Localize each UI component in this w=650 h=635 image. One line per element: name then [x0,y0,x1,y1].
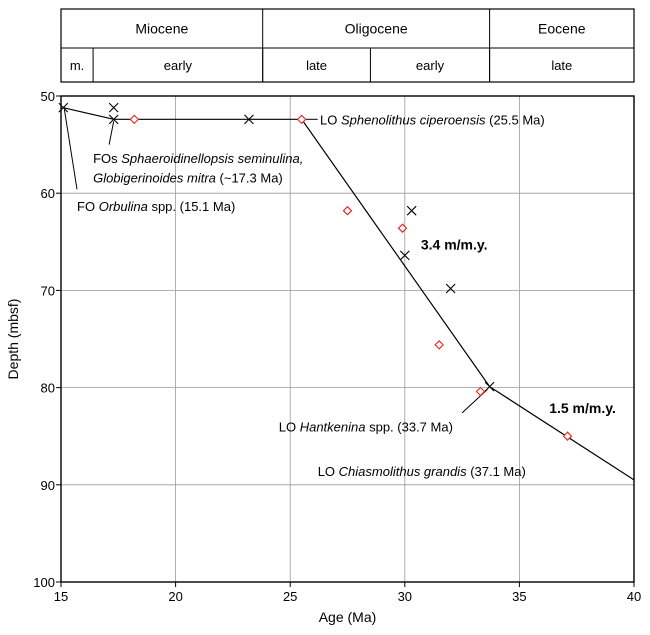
annotation-part: (25.5 Ma) [486,112,545,127]
x-marker-stroke [58,102,69,113]
annotation-part: LO [320,112,341,127]
subepoch-label: early [164,58,193,73]
y-tick-label: 90 [41,478,55,493]
x-tick-label: 40 [627,589,641,604]
epoch-label: Eocene [538,21,586,37]
x-marker-stroke [445,283,456,294]
annotation-part: LO [318,464,339,479]
x-tick-label: 35 [512,589,526,604]
annotation-part: Chiasmolithus grandis [339,464,467,479]
annotation-part: Sphaeroidinellopsis seminulina, [121,151,303,166]
y-tick-label: 60 [41,186,55,201]
epoch-table-frame [60,8,635,83]
annotation-part: Orbulina [99,199,148,214]
annotation-part: (~17.3 Ma) [216,171,283,186]
x-marker-point [244,114,254,125]
datum-annotation: LO Chiasmolithus grandis (37.1 Ma) [318,464,526,479]
annotation-part: spp. (15.1 Ma) [148,199,235,214]
diamond-marker-point [562,431,573,441]
x-tick-label: 25 [283,589,297,604]
x-marker-stroke [484,381,495,392]
annotation-part: FO [77,199,99,214]
x-marker-stroke [244,114,254,125]
x-axis-label: Age (Ma) [319,609,377,625]
x-marker-point [484,381,495,392]
datum-annotation: LO Hantkenina spp. (33.7 Ma) [279,419,453,434]
annotation-part: (37.1 Ma) [467,464,526,479]
x-marker-point [108,114,119,125]
x-marker-point [58,102,69,113]
diamond-marker-point [434,340,444,350]
y-tick-label: 70 [41,283,55,298]
x-marker-stroke [406,205,417,216]
diamond-marker-point [296,114,307,125]
diamond-marker-point [342,205,353,216]
y-tick-label: 80 [41,381,55,396]
subepoch-label: late [551,58,572,73]
datum-annotation: FOs Sphaeroidinellopsis seminulina, [93,151,303,166]
annotation-part: Hantkenina [300,419,366,434]
epoch-label: Miocene [135,21,188,37]
y-tick-label: 100 [33,575,55,590]
annotation-part: spp. (33.7 Ma) [365,419,452,434]
x-tick-label: 20 [168,589,182,604]
x-marker-point [445,283,456,294]
x-marker-point [108,102,119,113]
annotation-part: Globigerinoides mitra [93,171,216,186]
diamond-marker-point [475,386,486,397]
x-marker-stroke [108,102,119,113]
x-tick-label: 30 [398,589,412,604]
sedimentation-rate-label: 1.5 m/m.y. [549,400,616,416]
x-marker-stroke [108,114,119,125]
diamond-marker-point [129,114,140,125]
datum-annotation: LO Sphenolithus ciperoensis (25.5 Ma) [320,112,545,127]
sedimentation-rate-label: 3.4 m/m.y. [421,237,488,253]
epoch-label: Oligocene [345,21,408,37]
x-marker-point [406,205,417,216]
plot-frame [60,95,635,583]
subepoch-label: m. [70,58,84,73]
datum-annotation: FO Orbulina spp. (15.1 Ma) [77,199,235,214]
y-tick-label: 50 [41,89,55,104]
x-marker-stroke [399,250,410,261]
annotation-leader [108,121,115,145]
annotation-leader [63,109,78,190]
subepoch-label: early [416,58,445,73]
y-axis-label: Depth (mbsf) [5,299,21,380]
subepoch-label: late [306,58,327,73]
diamond-marker-point [397,223,408,233]
x-tick-label: 15 [54,589,68,604]
annotation-part: LO [279,419,300,434]
annotation-part: Sphenolithus ciperoensis [341,112,486,127]
x-marker-point [399,250,410,261]
annotation-part: FOs [93,151,121,166]
datum-annotation: Globigerinoides mitra (~17.3 Ma) [93,171,283,186]
